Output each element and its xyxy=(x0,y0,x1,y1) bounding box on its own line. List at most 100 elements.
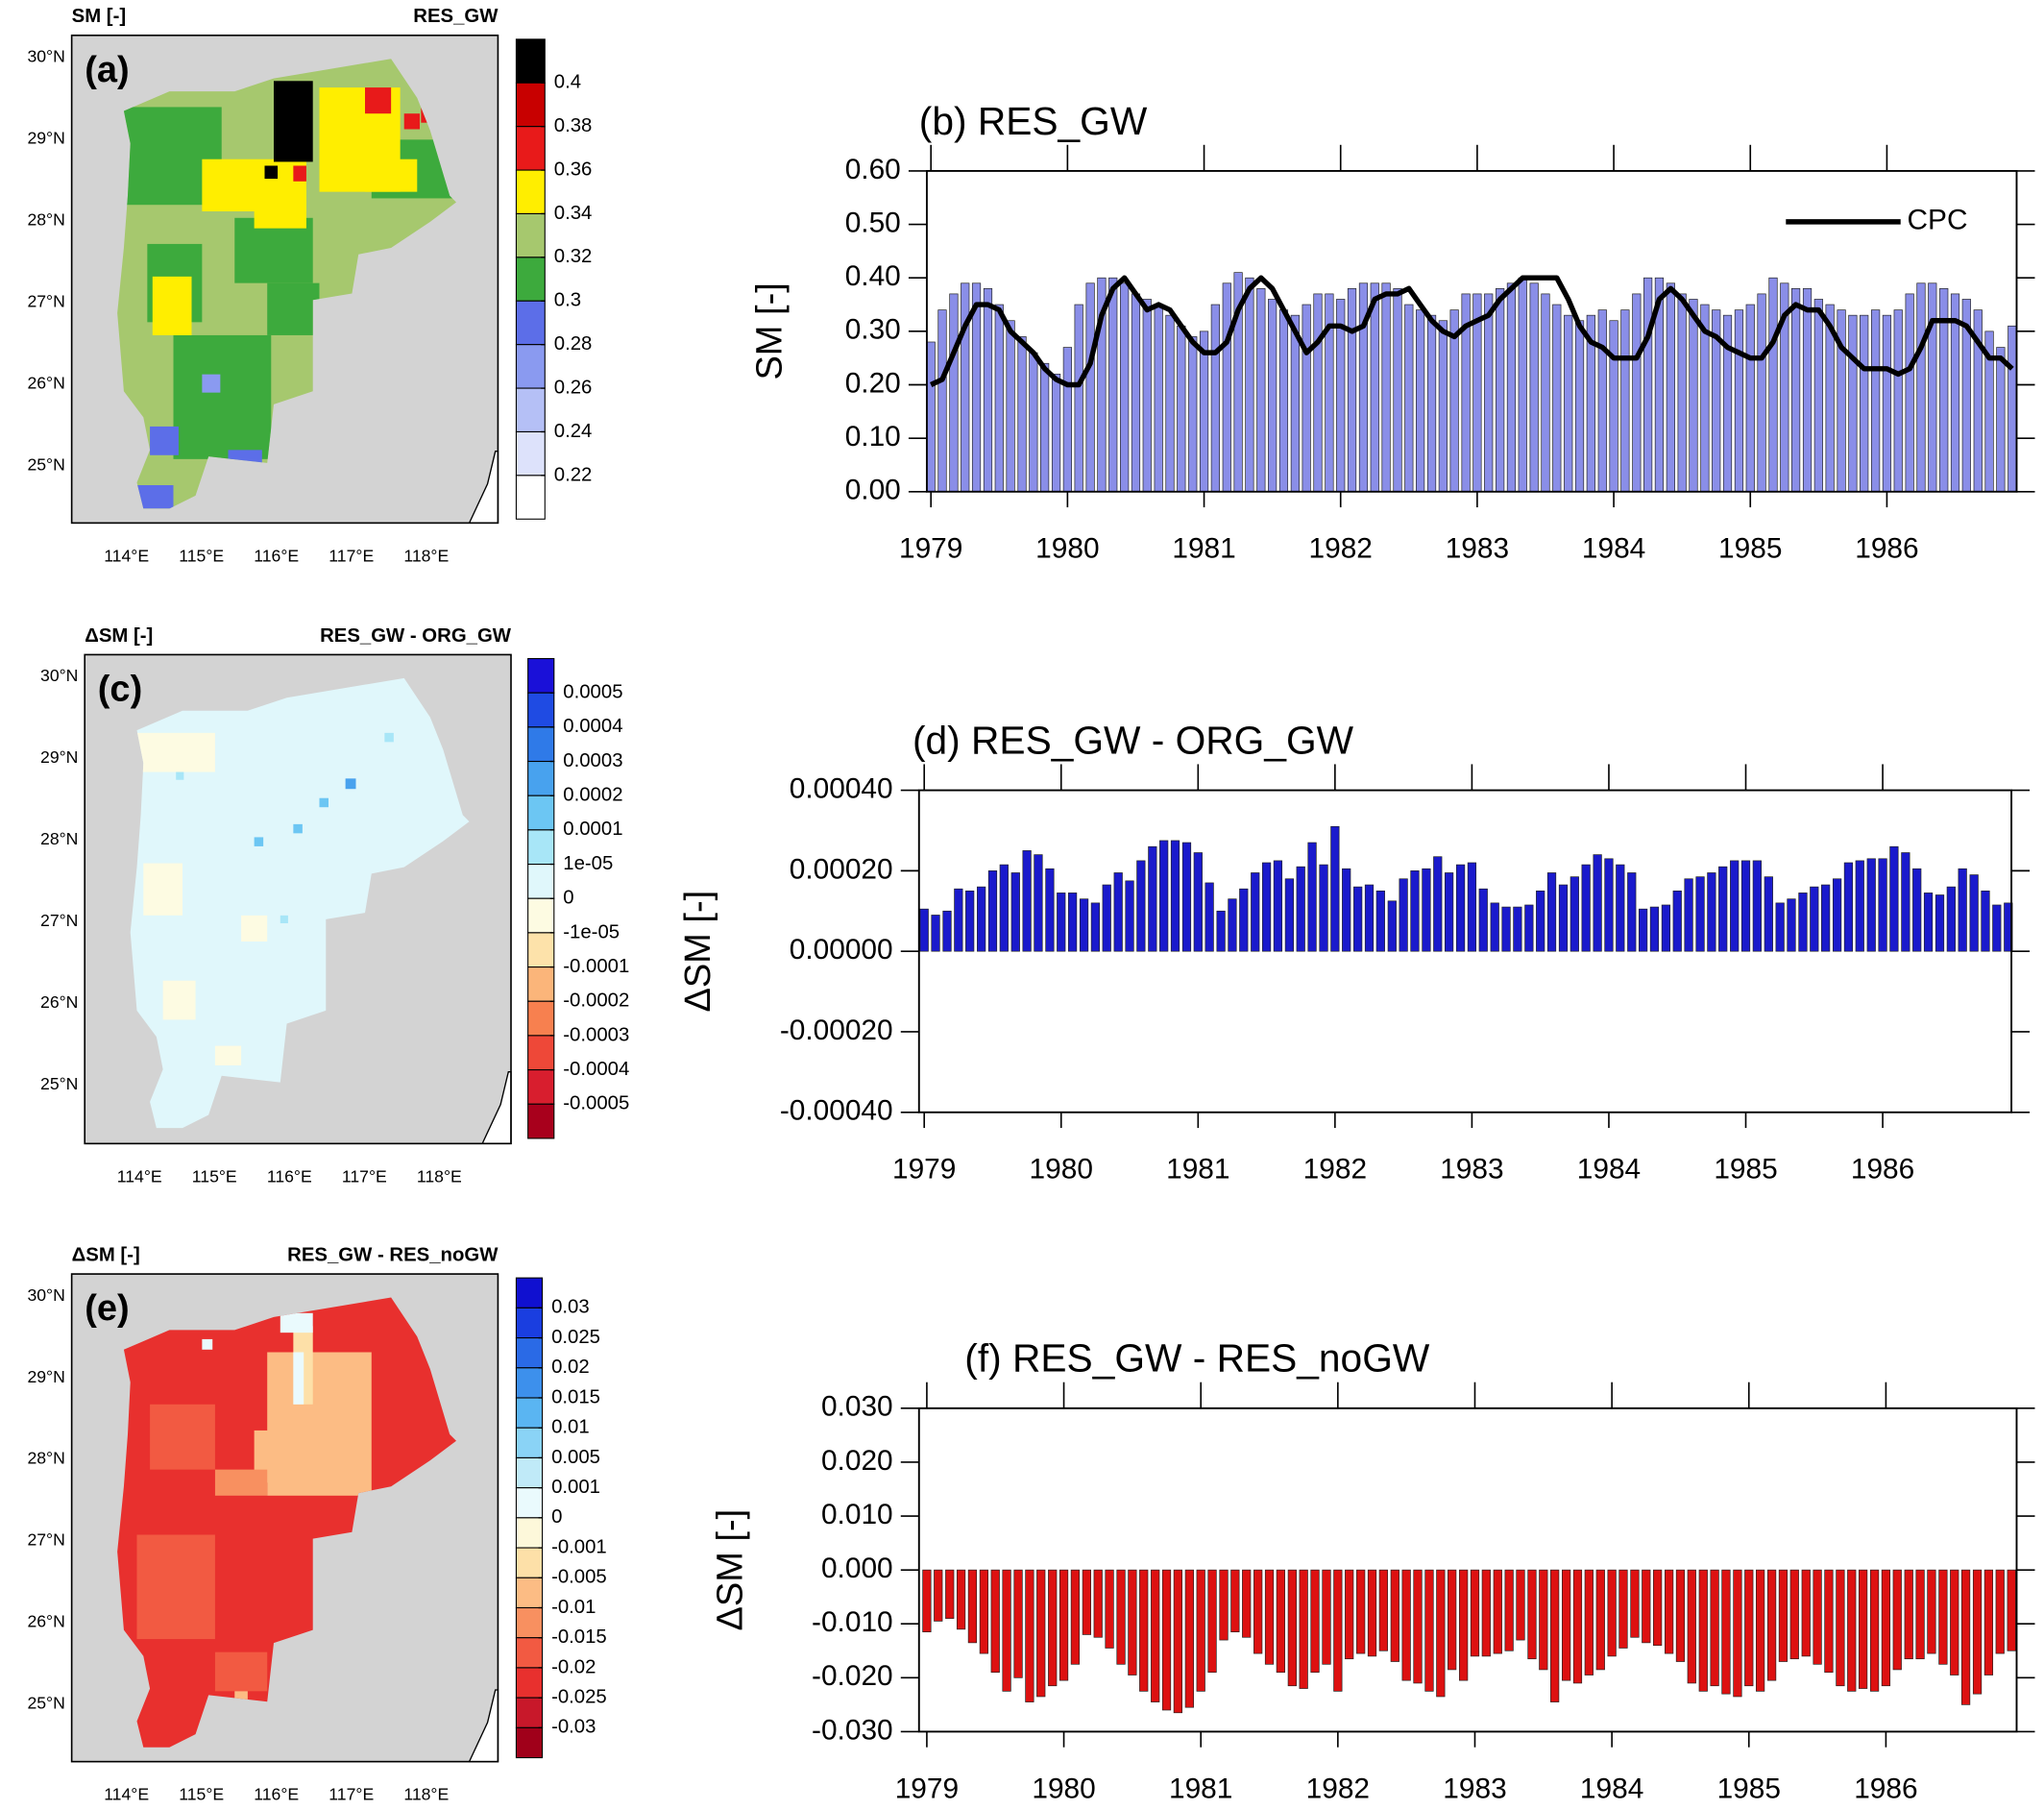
bar xyxy=(1595,1569,1605,1671)
y-tick-label: -0.010 xyxy=(812,1606,893,1638)
bar xyxy=(1390,1569,1399,1662)
map-title-right: RES_GW - ORG_GW xyxy=(320,625,512,647)
colorbar-label: -0.0003 xyxy=(563,1024,629,1045)
bar xyxy=(1996,347,2006,493)
lon-label: 118°E xyxy=(417,1166,462,1186)
y-tick-label: -0.020 xyxy=(812,1660,893,1692)
bar xyxy=(1506,282,1517,493)
bar xyxy=(1672,890,1682,952)
y-tick-label: 0.00040 xyxy=(790,772,893,804)
bar xyxy=(1541,293,1550,493)
bar xyxy=(1319,864,1328,952)
bar xyxy=(1642,1569,1651,1644)
map-patch xyxy=(267,282,320,335)
bar xyxy=(1787,898,1796,952)
map-patch xyxy=(280,915,288,923)
bar xyxy=(1165,314,1175,493)
bar xyxy=(1251,872,1260,952)
bar xyxy=(1062,347,1072,493)
bar xyxy=(1370,282,1379,493)
map-patch xyxy=(264,165,279,180)
colorbar-box xyxy=(515,1577,544,1609)
bar xyxy=(1730,860,1740,952)
bar xyxy=(1322,1569,1331,1665)
map-title-left: ΔSM [-] xyxy=(85,625,153,647)
map-frame xyxy=(70,1273,499,1763)
bar xyxy=(1546,872,1557,952)
bar xyxy=(1518,277,1527,493)
map-patches xyxy=(123,81,456,509)
bar xyxy=(1264,1569,1275,1665)
bar xyxy=(1125,880,1134,952)
bar xyxy=(1960,1569,1971,1705)
bar xyxy=(1128,1569,1137,1675)
bar xyxy=(1790,288,1801,493)
bar xyxy=(1813,299,1823,493)
bar xyxy=(1413,1569,1423,1684)
map-patch xyxy=(319,797,328,808)
bar xyxy=(954,888,963,952)
bar xyxy=(1969,874,1979,952)
bar xyxy=(1778,1569,1788,1662)
bar xyxy=(1927,1569,1936,1654)
map-patch xyxy=(136,485,174,509)
x-tick-label: 1980 xyxy=(1032,1773,1095,1804)
colorbar-box xyxy=(515,1517,544,1549)
map-patch xyxy=(214,1651,268,1692)
y-tick-label: 0.030 xyxy=(821,1391,893,1423)
bar xyxy=(1347,288,1357,493)
bar xyxy=(1744,1569,1754,1687)
bar xyxy=(1387,900,1397,952)
bar xyxy=(1058,1569,1069,1681)
colorbar-box xyxy=(527,1000,555,1037)
bar xyxy=(1675,1569,1686,1662)
bar xyxy=(1666,282,1675,493)
bar xyxy=(1564,314,1573,493)
bar xyxy=(1228,898,1237,952)
colorbar-label: 0.32 xyxy=(554,246,593,267)
bar xyxy=(1410,870,1420,952)
colorbar-box xyxy=(527,726,555,763)
colorbar-box xyxy=(515,1456,544,1489)
bar xyxy=(1426,314,1437,493)
bar xyxy=(1915,1569,1925,1660)
bar xyxy=(1653,1569,1663,1647)
bar xyxy=(1570,876,1579,952)
y-tick-label: 0.000 xyxy=(821,1553,893,1584)
lat-label: 29°N xyxy=(40,747,78,767)
bar xyxy=(1733,1569,1742,1698)
x-tick-label: 1985 xyxy=(1717,1773,1781,1804)
lon-label: 114°E xyxy=(104,1785,149,1804)
colorbar-label: 0.0002 xyxy=(563,785,622,806)
colorbar-label: 0.36 xyxy=(554,159,593,180)
bar xyxy=(1159,840,1169,952)
lon-label: 115°E xyxy=(179,546,224,565)
bar xyxy=(1424,1569,1434,1692)
bar xyxy=(1045,868,1055,952)
bar xyxy=(1847,1569,1857,1692)
bar xyxy=(2004,902,2013,952)
colorbar-box xyxy=(515,300,546,346)
colorbar-box xyxy=(527,932,555,968)
lon-label: 117°E xyxy=(342,1166,387,1186)
bar xyxy=(949,293,959,493)
bar xyxy=(1022,850,1032,952)
x-tick-label: 1981 xyxy=(1169,1773,1232,1804)
x-tick-label: 1983 xyxy=(1443,1773,1506,1804)
bar xyxy=(1364,884,1375,952)
colorbar-box xyxy=(515,1427,544,1458)
bar xyxy=(1496,288,1505,493)
bar xyxy=(983,288,993,493)
bar xyxy=(1677,293,1687,493)
bar xyxy=(1057,893,1066,952)
map-frame xyxy=(84,653,512,1145)
bar xyxy=(1574,320,1585,493)
bar xyxy=(1516,1569,1525,1641)
bar xyxy=(1102,884,1111,952)
bar xyxy=(1869,1569,1880,1692)
colorbar-box xyxy=(527,1103,555,1139)
lat-label: 30°N xyxy=(27,1285,64,1305)
x-tick-label: 1982 xyxy=(1303,1154,1367,1186)
lat-label: 25°N xyxy=(27,1694,64,1713)
